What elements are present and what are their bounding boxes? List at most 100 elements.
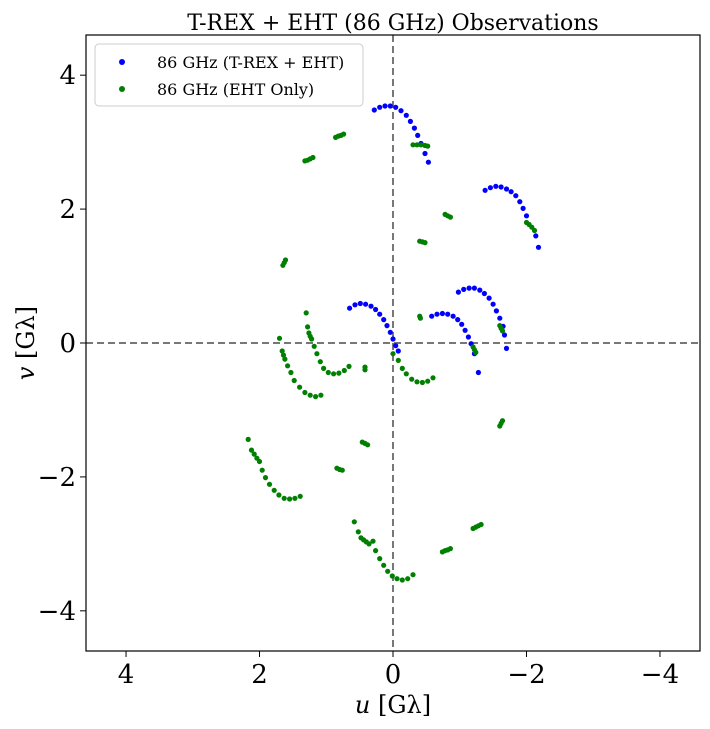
legend-label-trex-eht: 86 GHz (T-REX + EHT) xyxy=(157,53,344,72)
data-point-eht-only xyxy=(314,351,320,357)
data-point-eht-only xyxy=(276,335,283,341)
data-point-eht-only xyxy=(281,495,287,501)
data-point-trex-eht xyxy=(535,244,542,250)
data-points xyxy=(245,103,542,583)
data-point-trex-eht xyxy=(407,118,413,124)
data-point-eht-only xyxy=(291,377,297,384)
data-point-eht-only xyxy=(245,436,251,442)
data-point-eht-only xyxy=(414,142,420,148)
data-point-eht-only xyxy=(341,131,347,137)
data-point-eht-only xyxy=(399,577,405,583)
y-axis-label: v [Gλ] xyxy=(12,306,40,380)
data-point-trex-eht xyxy=(455,289,461,295)
data-point-eht-only xyxy=(370,538,376,544)
data-point-trex-eht xyxy=(508,189,514,195)
y-tick-label: −2 xyxy=(38,463,76,493)
data-point-eht-only xyxy=(318,392,324,398)
data-point-eht-only xyxy=(362,367,368,373)
data-point-trex-eht xyxy=(533,233,539,239)
data-point-trex-eht xyxy=(501,332,508,338)
data-point-eht-only xyxy=(355,529,361,535)
data-point-eht-only xyxy=(390,351,396,357)
data-point-eht-only xyxy=(282,257,289,263)
data-point-eht-only xyxy=(422,240,428,246)
data-point-trex-eht xyxy=(425,159,431,165)
data-point-eht-only xyxy=(473,349,479,355)
data-point-eht-only xyxy=(531,227,538,234)
data-point-eht-only xyxy=(288,369,294,376)
data-point-trex-eht xyxy=(422,150,428,157)
data-point-trex-eht xyxy=(455,317,461,323)
data-point-eht-only xyxy=(341,367,347,374)
data-point-trex-eht xyxy=(429,313,435,319)
data-point-trex-eht xyxy=(393,104,399,110)
data-point-eht-only xyxy=(271,487,277,493)
data-point-eht-only xyxy=(311,343,317,349)
x-axis-label: u [Gλ] xyxy=(355,691,431,719)
data-point-eht-only xyxy=(259,467,265,473)
data-point-eht-only xyxy=(425,143,431,149)
data-point-trex-eht xyxy=(459,321,465,327)
legend-label-eht-only: 86 GHz (EHT Only) xyxy=(157,80,314,99)
data-point-trex-eht xyxy=(352,302,358,308)
data-point-eht-only xyxy=(366,541,372,547)
data-point-eht-only xyxy=(339,467,345,473)
data-point-trex-eht xyxy=(384,323,390,329)
data-point-eht-only xyxy=(410,572,416,578)
data-point-trex-eht xyxy=(498,184,504,190)
data-point-trex-eht xyxy=(415,132,421,138)
data-point-trex-eht xyxy=(477,287,483,293)
data-point-eht-only xyxy=(405,576,411,582)
data-point-eht-only xyxy=(331,371,337,377)
data-point-trex-eht xyxy=(481,290,487,297)
data-point-trex-eht xyxy=(390,336,396,342)
data-point-eht-only xyxy=(325,369,331,376)
data-point-eht-only xyxy=(447,546,453,552)
y-tick-label: 4 xyxy=(59,61,76,91)
data-point-eht-only xyxy=(292,495,298,501)
data-point-eht-only xyxy=(266,481,273,487)
data-point-trex-eht xyxy=(395,348,401,354)
data-point-eht-only xyxy=(303,310,309,316)
data-point-trex-eht xyxy=(393,343,399,349)
data-point-eht-only xyxy=(287,496,293,502)
data-point-trex-eht xyxy=(482,187,488,193)
zero-lines xyxy=(86,35,700,651)
data-point-eht-only xyxy=(381,562,387,568)
data-point-eht-only xyxy=(279,348,285,354)
data-point-eht-only xyxy=(346,363,352,369)
data-point-eht-only xyxy=(365,442,371,448)
data-point-eht-only xyxy=(394,576,400,582)
data-point-eht-only xyxy=(478,521,484,528)
data-point-eht-only xyxy=(499,328,506,334)
data-point-eht-only xyxy=(414,379,420,385)
data-point-trex-eht xyxy=(503,186,510,192)
data-point-eht-only xyxy=(389,573,395,579)
legend: 86 GHz (T-REX + EHT) 86 GHz (EHT Only) xyxy=(94,43,364,107)
legend-marker-trex-eht xyxy=(119,59,125,65)
data-point-eht-only xyxy=(262,475,269,481)
data-point-eht-only xyxy=(251,451,257,457)
data-point-eht-only xyxy=(309,336,315,342)
data-point-eht-only xyxy=(425,378,431,384)
data-point-trex-eht xyxy=(445,311,451,317)
data-point-trex-eht xyxy=(520,205,526,211)
data-point-eht-only xyxy=(395,357,401,363)
data-point-eht-only xyxy=(297,493,303,499)
x-tick-label: −4 xyxy=(641,660,679,690)
y-tick-label: −4 xyxy=(38,597,76,627)
data-point-eht-only xyxy=(305,324,311,330)
data-point-trex-eht xyxy=(373,306,379,313)
data-point-trex-eht xyxy=(462,327,468,333)
x-tick-label: −2 xyxy=(507,660,545,690)
data-point-eht-only xyxy=(499,418,506,424)
data-point-trex-eht xyxy=(347,305,353,311)
chart-title: T-REX + EHT (86 GHz) Observations xyxy=(187,11,598,36)
data-point-eht-only xyxy=(285,363,291,369)
data-point-eht-only xyxy=(313,394,319,400)
data-point-trex-eht xyxy=(461,286,467,292)
x-tick-label: 0 xyxy=(385,660,402,690)
data-point-eht-only xyxy=(447,214,453,220)
